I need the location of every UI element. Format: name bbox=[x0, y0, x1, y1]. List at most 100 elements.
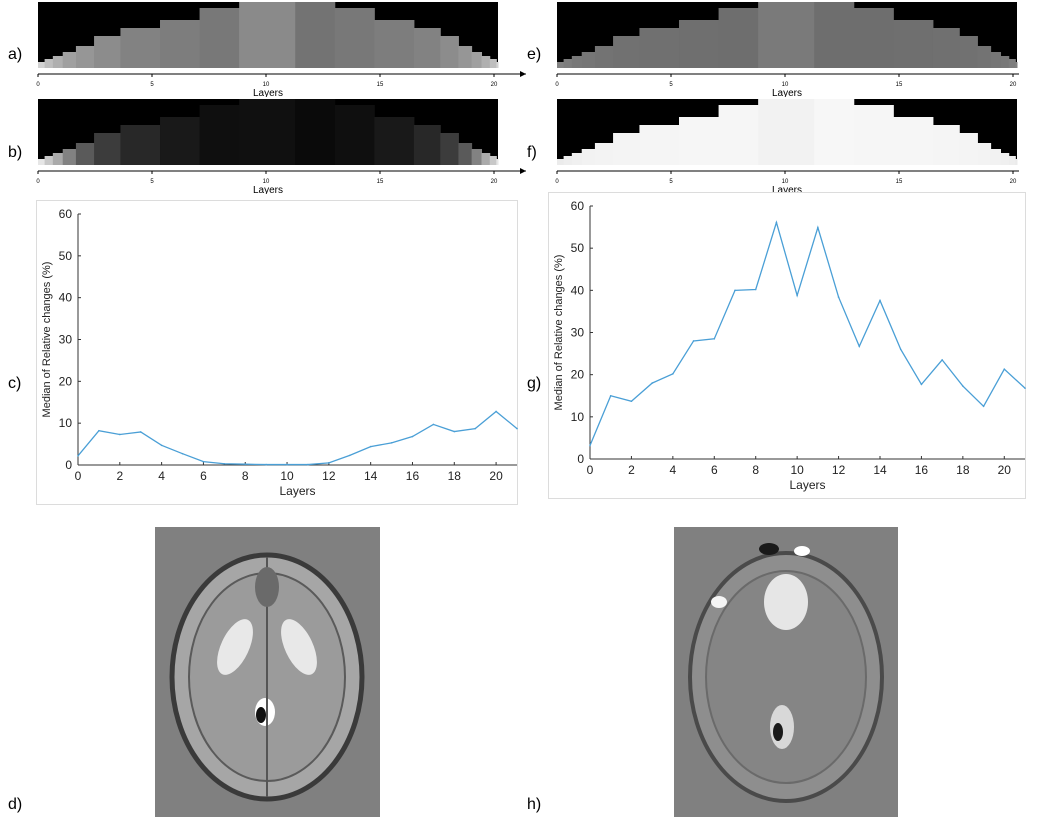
data-point bbox=[139, 431, 142, 433]
x-tick-label: 10 bbox=[790, 463, 804, 477]
layer-block bbox=[481, 56, 491, 68]
data-point bbox=[1024, 387, 1026, 389]
layer-block bbox=[990, 149, 1002, 165]
strip-tick-label: 0 bbox=[36, 82, 40, 88]
y-axis-label: Median of Relative changes (%) bbox=[41, 262, 53, 418]
strip-tick-label: 5 bbox=[669, 179, 673, 185]
x-tick-label: 8 bbox=[242, 469, 249, 483]
data-point bbox=[775, 221, 778, 224]
layer-block bbox=[639, 28, 680, 68]
layer-block bbox=[52, 153, 64, 165]
y-axis-label: Median of Relative changes (%) bbox=[553, 255, 565, 411]
data-point bbox=[265, 463, 267, 466]
data-point bbox=[713, 338, 716, 340]
layer-block bbox=[571, 153, 583, 165]
strip-tick-label: 0 bbox=[555, 82, 559, 88]
layer-block bbox=[94, 133, 121, 165]
x-tick-label: 10 bbox=[280, 469, 294, 483]
data-point bbox=[817, 226, 819, 229]
layer-block bbox=[893, 20, 934, 68]
panel-label-c: c) bbox=[8, 375, 22, 392]
data-point bbox=[941, 359, 943, 361]
strip-tick-label: 10 bbox=[263, 82, 270, 88]
series-line bbox=[589, 220, 1026, 446]
data-point bbox=[672, 373, 674, 375]
strip-tick-label: 20 bbox=[491, 82, 498, 88]
layer-block bbox=[52, 56, 64, 68]
data-point bbox=[962, 385, 964, 387]
x-tick-label: 8 bbox=[752, 463, 759, 477]
x-tick-label: 6 bbox=[711, 463, 718, 477]
layer-block bbox=[613, 36, 640, 68]
layer-block bbox=[758, 2, 787, 68]
layer-block bbox=[334, 8, 375, 68]
strip-tick-label: 15 bbox=[377, 82, 384, 88]
layer-block bbox=[267, 99, 296, 165]
layer-block bbox=[239, 99, 268, 165]
layer-block bbox=[75, 143, 95, 165]
layer-block bbox=[1008, 59, 1016, 68]
x-tick-label: 2 bbox=[116, 469, 123, 483]
y-tick-label: 40 bbox=[571, 283, 585, 297]
axis-arrow bbox=[520, 71, 526, 77]
layer-block bbox=[481, 153, 491, 165]
strip-tick-label: 20 bbox=[1010, 179, 1017, 185]
layer-strip-f: 0 5 10 15 20 Layers bbox=[555, 99, 1019, 194]
data-point bbox=[495, 410, 497, 413]
layer-block bbox=[471, 149, 483, 165]
layer-block bbox=[489, 156, 497, 165]
data-point bbox=[432, 423, 435, 426]
strip-tick-label: 10 bbox=[782, 179, 789, 185]
x-tick-label: 14 bbox=[873, 463, 887, 477]
layer-block bbox=[374, 20, 415, 68]
x-axis-label: Layers bbox=[789, 478, 825, 492]
data-point bbox=[651, 382, 653, 384]
data-point bbox=[879, 299, 881, 302]
x-tick-label: 18 bbox=[448, 469, 462, 483]
strip-axis-title: Layers bbox=[772, 88, 802, 97]
layer-block bbox=[581, 149, 596, 165]
strip-tick-label: 5 bbox=[150, 82, 154, 88]
data-point bbox=[796, 294, 798, 297]
layer-block bbox=[1015, 159, 1018, 165]
data-point bbox=[899, 348, 902, 351]
layer-block bbox=[334, 105, 375, 165]
strip-tick-label: 10 bbox=[263, 179, 270, 185]
layer-block bbox=[959, 36, 978, 68]
data-point bbox=[630, 400, 633, 403]
data-point bbox=[390, 442, 393, 444]
layer-block bbox=[959, 133, 978, 165]
layer-block bbox=[374, 117, 415, 165]
layer-block bbox=[38, 62, 46, 68]
x-tick-label: 4 bbox=[158, 469, 165, 483]
layer-block bbox=[1015, 62, 1018, 68]
layer-block bbox=[893, 117, 934, 165]
x-tick-label: 20 bbox=[489, 469, 503, 483]
data-point bbox=[202, 460, 205, 463]
chart-frame bbox=[36, 200, 518, 505]
series-line bbox=[77, 410, 518, 466]
data-point bbox=[411, 435, 414, 438]
panel-label-g: g) bbox=[527, 375, 542, 392]
data-point bbox=[1003, 368, 1006, 370]
layer-block bbox=[977, 46, 992, 68]
layer-block bbox=[814, 2, 855, 68]
brain-map-d bbox=[155, 527, 380, 817]
axis-arrow bbox=[520, 168, 526, 174]
layer-block bbox=[239, 2, 268, 68]
data-point bbox=[328, 462, 330, 464]
line-chart-c: 0 10 20 30 40 50 60 0 2 4 6 8 10 12 14 16 18 20 Layers Medi… bbox=[36, 200, 518, 505]
y-tick-label: 10 bbox=[59, 416, 73, 430]
panel-label-d: d) bbox=[8, 796, 23, 813]
layer-block bbox=[413, 125, 441, 165]
layer-block bbox=[758, 99, 787, 165]
data-point bbox=[474, 427, 476, 430]
layer-block bbox=[557, 159, 565, 165]
strip-tick-label: 15 bbox=[896, 82, 903, 88]
layer-block bbox=[458, 143, 473, 165]
data-point bbox=[589, 444, 591, 447]
layer-block bbox=[120, 125, 161, 165]
panel-label-e: e) bbox=[527, 46, 542, 63]
data-point bbox=[692, 340, 695, 342]
data-point bbox=[77, 454, 79, 457]
